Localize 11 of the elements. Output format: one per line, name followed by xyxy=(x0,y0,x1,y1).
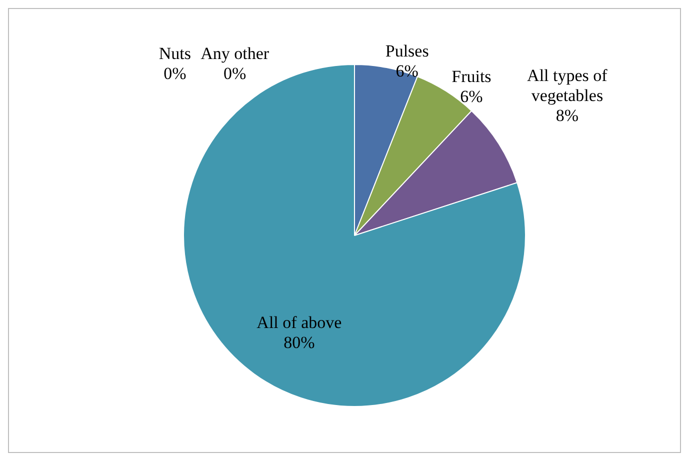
text: 0% xyxy=(223,64,246,83)
slice-label: Fruits xyxy=(452,67,492,86)
slice-label: All types of vegetables xyxy=(527,66,608,105)
data-label: 80% xyxy=(284,332,315,352)
category-label: Any other xyxy=(200,44,270,63)
slice-label: Pulses xyxy=(385,42,429,61)
data-label: 6% xyxy=(460,87,483,106)
text: 0% xyxy=(164,64,186,83)
data-label: 8% xyxy=(556,106,579,125)
category-label: Nuts xyxy=(158,44,192,63)
slice-label: All of above xyxy=(256,312,342,332)
